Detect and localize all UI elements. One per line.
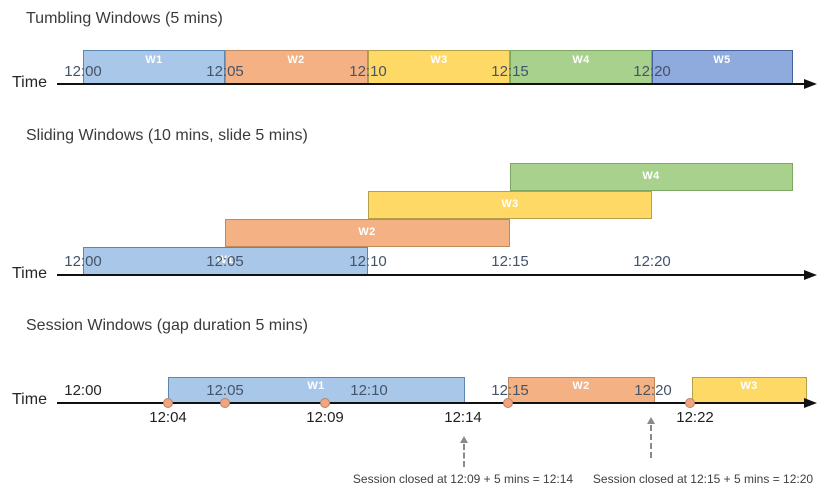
sliding-tick: 12:15 [491, 253, 529, 270]
tumbling-tick: 12:10 [349, 63, 387, 80]
sliding-window-label: W4 [642, 170, 660, 182]
sliding-window-w4 [510, 163, 793, 191]
event-dot [685, 398, 695, 408]
session-timeline-arrow-icon [804, 398, 817, 408]
sliding-tick: 12:20 [633, 253, 671, 270]
sliding-window-w3 [368, 191, 652, 219]
tumbling-tick: 12:05 [206, 63, 244, 80]
tumbling-time-axis-label: Time [12, 74, 47, 91]
dashed-arrowhead-icon [460, 436, 468, 443]
sliding-window-label: W3 [501, 198, 519, 210]
tumbling-title: Tumbling Windows (5 mins) [26, 10, 223, 27]
sliding-window-w2 [225, 219, 510, 247]
sliding-time-axis-label: Time [12, 265, 47, 282]
tumbling-window-w2 [225, 50, 368, 84]
dashed-arrow-line [463, 444, 465, 467]
tumbling-window-w4 [510, 50, 652, 84]
tumbling-tick: 12:20 [633, 63, 671, 80]
tumbling-window-label: W1 [145, 54, 163, 66]
session-time-axis-label: Time [12, 391, 47, 408]
sliding-timeline-arrow-icon [804, 270, 817, 280]
session-close-annotation: Session closed at 12:09 + 5 mins = 12:14 [352, 472, 574, 486]
event-dot [503, 398, 513, 408]
session-title: Session Windows (gap duration 5 mins) [26, 317, 308, 334]
event-time-label: 12:09 [306, 409, 344, 426]
sliding-window-label: W1 [216, 254, 234, 266]
session-window-label: W2 [572, 380, 590, 392]
event-dot [220, 398, 230, 408]
sliding-title: Sliding Windows (10 mins, slide 5 mins) [26, 127, 308, 144]
session-tick: 12:20 [634, 382, 672, 399]
session-close-time-label: 12:14 [444, 409, 482, 426]
tumbling-window-label: W5 [713, 54, 731, 66]
event-time-label: 12:04 [149, 409, 187, 426]
session-window-w2 [508, 377, 655, 403]
session-tick: 12:15 [491, 382, 529, 399]
session-window-label: W1 [307, 380, 325, 392]
session-tick: 12:00 [64, 382, 102, 399]
tumbling-window-label: W4 [572, 54, 590, 66]
tumbling-tick: 12:00 [64, 63, 102, 80]
sliding-tick: 12:10 [349, 253, 387, 270]
session-window-label: W3 [740, 380, 758, 392]
event-dot [163, 398, 173, 408]
session-tick: 12:10 [350, 382, 388, 399]
session-tick: 12:05 [206, 382, 244, 399]
dashed-arrowhead-icon [647, 417, 655, 424]
sliding-window-label: W2 [358, 226, 376, 238]
tumbling-window-label: W3 [430, 54, 448, 66]
tumbling-tick: 12:15 [491, 63, 529, 80]
sliding-window-w1 [83, 247, 368, 275]
tumbling-window-label: W2 [287, 54, 305, 66]
tumbling-timeline-arrow-icon [804, 79, 817, 89]
session-close-annotation: Session closed at 12:15 + 5 mins = 12:20 [592, 472, 814, 486]
event-dot [320, 398, 330, 408]
sliding-tick: 12:05 [206, 253, 244, 270]
dashed-arrow-line [650, 425, 652, 458]
session-timeline [57, 402, 806, 404]
sliding-tick: 12:00 [64, 253, 102, 270]
tumbling-window-w1 [83, 50, 225, 84]
event-time-label: 12:22 [676, 409, 714, 426]
sliding-timeline [57, 274, 806, 276]
tumbling-timeline [57, 83, 806, 85]
session-window-w3 [692, 377, 807, 403]
